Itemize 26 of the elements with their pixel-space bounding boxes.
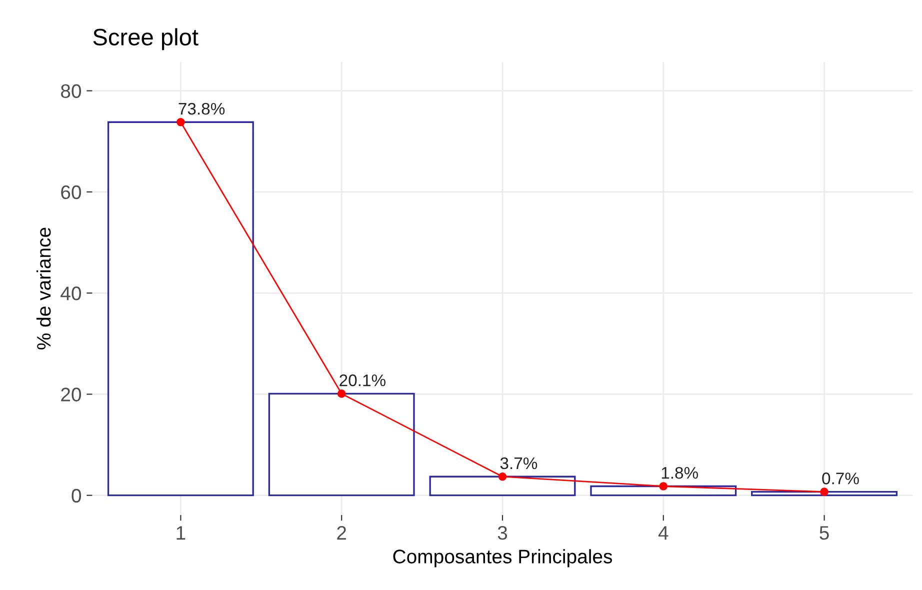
x-tick-label: 3: [498, 526, 508, 540]
x-tick-label: 2: [337, 526, 346, 540]
data-label: 20.1%: [340, 374, 386, 386]
y-tick-label: 0: [72, 488, 82, 503]
x-tick-label: 1: [176, 526, 186, 540]
point: [498, 472, 507, 481]
x-tick-label: 5: [820, 526, 829, 540]
bar: [268, 392, 415, 496]
data-label: 73.8%: [178, 102, 225, 115]
y-tick-label: 60: [61, 185, 82, 200]
chart-title: Scree plot: [93, 28, 198, 50]
x-tick-label: 4: [658, 526, 668, 540]
x-axis-title: Composantes Principales: [393, 549, 612, 568]
data-label: 3.7%: [500, 457, 538, 470]
point: [337, 390, 346, 398]
data-label: 0.7%: [822, 472, 859, 484]
y-axis-title: % de variance: [36, 228, 51, 350]
y-tick-label: 20: [61, 388, 82, 402]
point: [820, 488, 828, 496]
y-tick-label: 40: [60, 286, 82, 300]
bar: [107, 121, 254, 496]
data-label: 1.8%: [662, 466, 698, 479]
point: [659, 482, 668, 490]
bar: [429, 476, 576, 496]
point: [176, 118, 185, 126]
y-tick-label: 80: [61, 84, 82, 98]
